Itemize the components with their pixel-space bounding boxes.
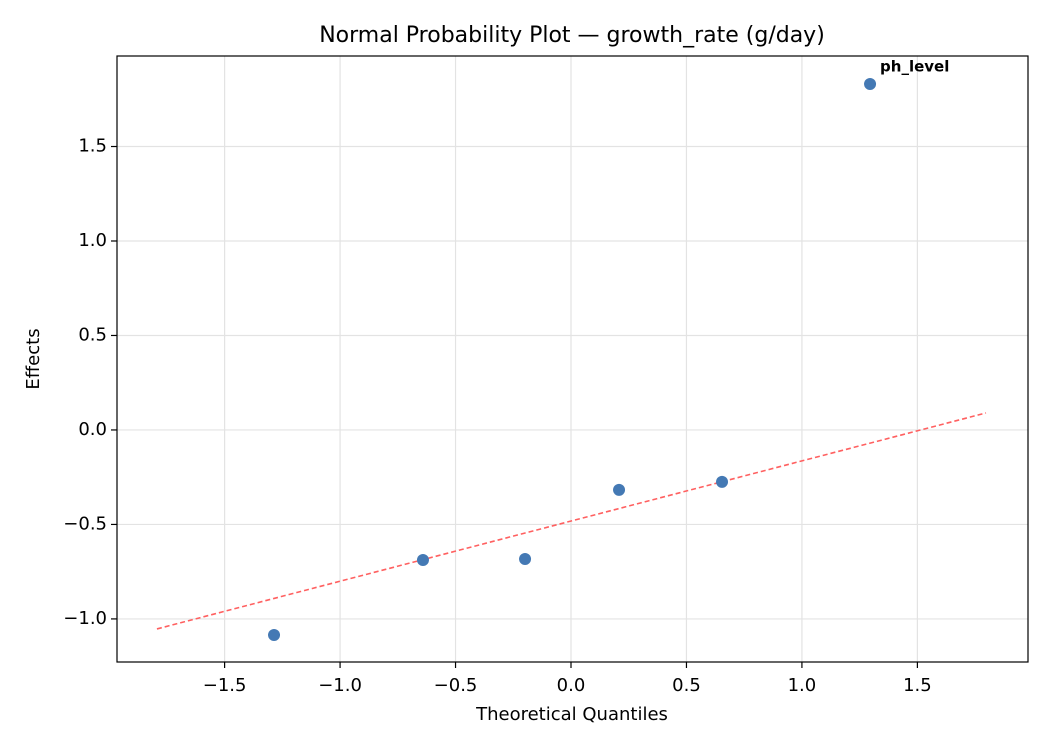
x-tick-label: −1.0 (318, 675, 362, 696)
x-tick-label: 0.0 (557, 675, 586, 696)
reference-line (156, 412, 987, 630)
data-point (416, 553, 429, 566)
x-tick-label: −0.5 (434, 675, 478, 696)
y-tick-label: 1.0 (78, 230, 107, 251)
y-tick-label: −0.5 (63, 513, 107, 534)
y-tick-label: 0.0 (78, 419, 107, 440)
data-point (519, 553, 532, 566)
x-axis-label: Theoretical Quantiles (475, 704, 668, 725)
data-point (716, 475, 729, 488)
y-axis-label: Effects (23, 328, 44, 389)
x-tick-label: −1.5 (203, 675, 247, 696)
x-tick-label: 1.5 (903, 675, 932, 696)
data-point (864, 77, 877, 90)
y-tick-label: 1.5 (78, 136, 107, 157)
chart-title: Normal Probability Plot — growth_rate (g… (319, 23, 825, 48)
y-tick-label: 0.5 (78, 324, 107, 345)
annotation: ph_level (880, 57, 949, 75)
x-tick-label: 0.5 (672, 675, 701, 696)
data-point (613, 483, 626, 496)
y-tick-label: −1.0 (63, 608, 107, 629)
data-point (268, 628, 281, 641)
x-tick-label: 1.0 (788, 675, 817, 696)
plot-frame (116, 55, 1029, 663)
